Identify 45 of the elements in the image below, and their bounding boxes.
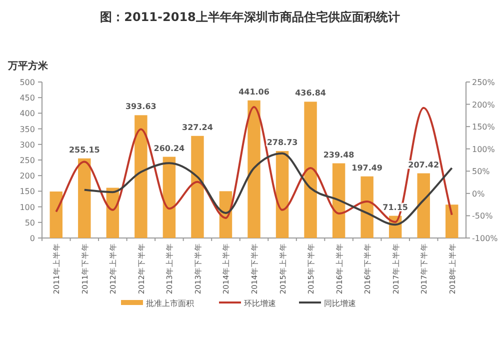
bar <box>417 173 430 238</box>
y2-tick-label: 50% <box>472 167 490 176</box>
y2-tick-label: 150% <box>472 122 496 132</box>
data-label: 441.06 <box>238 87 270 96</box>
y2-tick-label: 100% <box>472 144 496 154</box>
data-label: 278.73 <box>266 138 298 148</box>
data-label: 260.24 <box>154 144 186 153</box>
data-label: 436.84 <box>295 88 326 98</box>
bar <box>191 136 204 238</box>
legend-label: 环比增速 <box>244 299 276 308</box>
data-label: 327.24 <box>182 122 214 132</box>
y-tick-label: 450 <box>20 94 35 103</box>
y-tick-label: 200 <box>20 172 35 181</box>
y-tick-label: 350 <box>20 124 35 134</box>
y-tick-label: 0 <box>30 234 35 243</box>
bar <box>162 156 176 238</box>
y-tick-label: 150 <box>20 187 35 196</box>
y-tick-label: 500 <box>20 78 35 87</box>
y2-tick-label: -50% <box>472 212 494 221</box>
data-label: 255.15 <box>68 145 100 154</box>
bar <box>446 204 458 238</box>
bar <box>360 176 374 238</box>
y-tick-label: 300 <box>20 140 35 150</box>
legend-label: 批准上市面积 <box>146 299 194 308</box>
bar <box>248 100 260 238</box>
y-tick-label: 50 <box>24 218 35 228</box>
bar <box>276 151 289 238</box>
bar <box>78 158 91 238</box>
y-tick-label: 400 <box>20 109 35 118</box>
y2-tick-label: -100% <box>472 234 498 243</box>
y2-tick-label: 200% <box>472 100 496 110</box>
bar <box>304 102 317 238</box>
y2-tick-label: 0% <box>472 189 486 198</box>
legend-label: 同比增速 <box>324 299 356 308</box>
chart-title: 图：2011-2018上半年年深圳市商品住宅供应面积统计 <box>100 10 400 24</box>
y2-tick-label: 250% <box>472 78 496 87</box>
y-axis-title: 万平方米 <box>7 60 49 72</box>
data-label: 393.63 <box>125 102 156 112</box>
y-tick-label: 250 <box>20 156 35 165</box>
bar <box>332 163 346 238</box>
bar <box>50 192 62 238</box>
y-tick-label: 100 <box>20 202 35 212</box>
data-label: 197.49 <box>352 163 383 172</box>
bar <box>134 115 148 238</box>
data-label: 239.48 <box>323 150 355 160</box>
